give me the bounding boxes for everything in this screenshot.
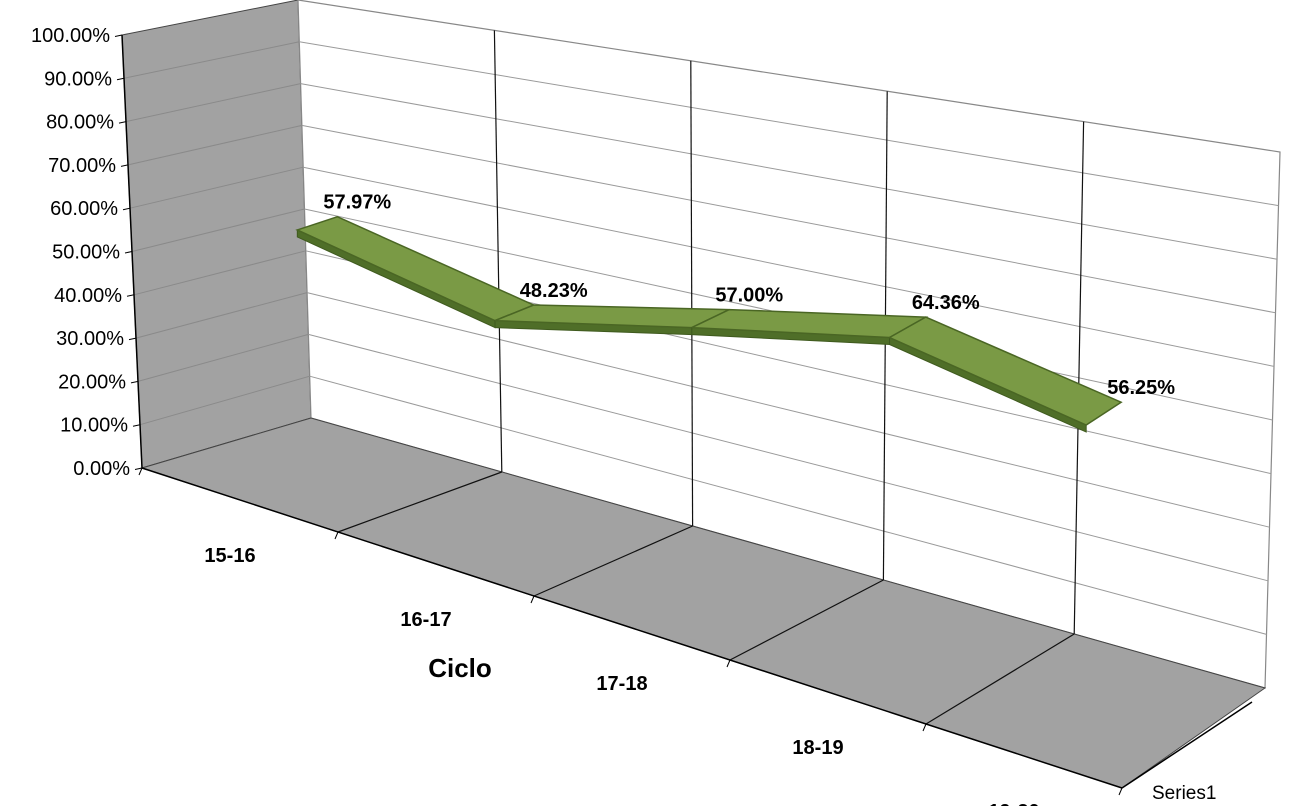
category-divider-floor — [533, 525, 693, 597]
data-labels: 57.97% 48.23% 57.00% 64.36% 56.25% — [323, 192, 1175, 399]
gridline-back — [306, 292, 1270, 528]
gridline-back — [303, 166, 1275, 367]
y-tick-label: 50.00% — [52, 242, 120, 264]
category-divider-floor — [337, 471, 503, 533]
data-label: 57.00% — [715, 285, 783, 307]
y-tick-label: 20.00% — [58, 371, 126, 393]
y-tick-mark — [114, 34, 123, 37]
x-tick-mark — [922, 723, 927, 732]
y-tick-mark — [116, 77, 125, 81]
y-tick-mark — [122, 207, 131, 211]
x-tick-label: 16-17 — [400, 609, 451, 631]
category-divider-back — [690, 60, 694, 527]
y-tick-label: 10.00% — [60, 415, 128, 437]
data-label: 57.97% — [323, 192, 391, 214]
gridline-back — [308, 333, 1269, 582]
category-divider-floor — [925, 633, 1075, 725]
side-wall — [121, 0, 312, 469]
y-tick-label: 30.00% — [56, 328, 124, 350]
gridline-side — [131, 208, 305, 252]
x-tick-mark — [334, 531, 339, 540]
y-tick-label: 60.00% — [50, 198, 118, 220]
y-axis: 0.00% 10.00% 20.00% 30.00% 40.00% 50.00% 60.00… — [31, 25, 143, 480]
y-tick-mark — [130, 380, 139, 384]
gridline-back — [299, 41, 1279, 207]
y-tick-label: 80.00% — [46, 112, 114, 134]
x-tick-label: 18-19 — [792, 737, 843, 759]
gridline-side — [123, 41, 300, 79]
category-divider-back — [493, 30, 503, 473]
y-tick-mark — [120, 164, 129, 167]
y-tick-label: 100.00% — [31, 25, 110, 47]
category-divider-floor — [729, 579, 884, 661]
gridline-side — [129, 166, 304, 209]
x-tick-mark — [138, 467, 143, 476]
data-label: 48.23% — [520, 280, 588, 302]
floor-dividers — [337, 471, 1075, 725]
y-tick-mark — [134, 467, 143, 470]
gridline-side — [125, 83, 301, 123]
y-tick-mark — [128, 337, 137, 341]
series-ribbon — [295, 215, 1123, 433]
data-label: 64.36% — [912, 292, 980, 314]
x-tick-label: 17-18 — [596, 673, 647, 695]
y-tick-label: 90.00% — [44, 68, 112, 90]
series-axis-label: Series1 — [1152, 783, 1216, 804]
y-tick-mark — [132, 424, 141, 427]
gridline-side — [139, 375, 310, 426]
y-tick-mark — [124, 251, 133, 254]
x-axis-line — [141, 467, 1123, 789]
y-tick-mark — [126, 294, 135, 297]
x-axis-title: Ciclo — [428, 653, 492, 683]
gridline-side — [127, 124, 303, 166]
y-axis-line — [121, 34, 143, 469]
x-tick-label: 15-16 — [204, 545, 255, 567]
x-tick-label: 19-20 — [988, 801, 1039, 806]
gridline-side — [133, 250, 306, 296]
x-tick-mark — [530, 595, 535, 604]
gridline-side — [135, 292, 308, 339]
gridline-back — [301, 124, 1276, 314]
x-tick-mark — [726, 659, 731, 668]
category-divider-back — [1073, 121, 1085, 635]
y-tick-mark — [118, 121, 127, 124]
y-tick-label: 70.00% — [48, 155, 116, 177]
gridline-back — [309, 375, 1267, 635]
ribbon-segment — [887, 316, 1123, 426]
series-axis-tick — [1121, 701, 1253, 789]
x-tick-mark — [1118, 787, 1123, 796]
gridline-side — [137, 333, 309, 382]
y-tick-label: 0.00% — [73, 458, 130, 480]
gridline-back — [300, 83, 1278, 260]
y-tick-label: 40.00% — [54, 285, 122, 307]
x-axis: 15-16 16-17 17-18 18-19 19-20 — [138, 467, 1123, 806]
data-label: 56.25% — [1107, 377, 1175, 399]
